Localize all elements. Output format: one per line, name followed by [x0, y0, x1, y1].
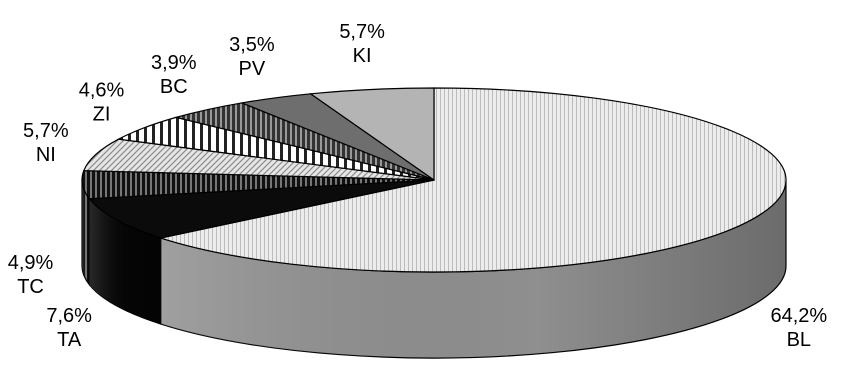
- slice-category-label: BC: [160, 76, 188, 98]
- pie-sides: [81, 179, 787, 359]
- slice-label-bc: 3,9%BC: [151, 52, 197, 98]
- slice-category-label: BL: [787, 329, 811, 351]
- slice-value-label: 5,7%: [339, 21, 385, 43]
- slice-label-tc: 4,9%TC: [8, 252, 54, 298]
- pie-side-bl-shade: [160, 180, 787, 358]
- pie-slice-ni: [82, 138, 435, 181]
- slice-label-ta: 7,6%TA: [46, 305, 92, 351]
- pie-slice-bl: [158, 87, 787, 273]
- slice-value-label: 3,9%: [151, 52, 197, 74]
- slice-value-label: 3,5%: [229, 34, 275, 56]
- pie-tops: [81, 87, 787, 273]
- slice-category-label: NI: [36, 144, 56, 166]
- slice-value-label: 4,6%: [79, 79, 125, 101]
- slice-label-bl: 64,2%BL: [770, 305, 827, 351]
- pie-labels: 64,2%BL7,6%TA4,9%TC5,7%NI4,6%ZI3,9%BC3,5…: [8, 21, 828, 351]
- slice-value-label: 7,6%: [46, 305, 92, 327]
- slice-value-label: 5,7%: [23, 120, 69, 142]
- slice-category-label: TA: [57, 329, 82, 351]
- pie-side-tc-shade: [82, 180, 90, 285]
- slice-label-pv: 3,5%PV: [229, 34, 275, 80]
- slice-label-ki: 5,7%KI: [339, 21, 385, 67]
- slice-label-zi: 4,6%ZI: [79, 79, 125, 125]
- slice-category-label: PV: [239, 58, 266, 80]
- pie-side-ta-shade: [89, 198, 161, 325]
- slice-category-label: TC: [17, 276, 44, 298]
- pie-slice-ki: [309, 87, 435, 182]
- slice-label-ni: 5,7%NI: [23, 120, 69, 166]
- slice-category-label: ZI: [93, 103, 111, 125]
- slice-category-label: KI: [353, 45, 372, 67]
- slice-value-label: 64,2%: [770, 305, 827, 327]
- slice-value-label: 4,9%: [8, 252, 54, 274]
